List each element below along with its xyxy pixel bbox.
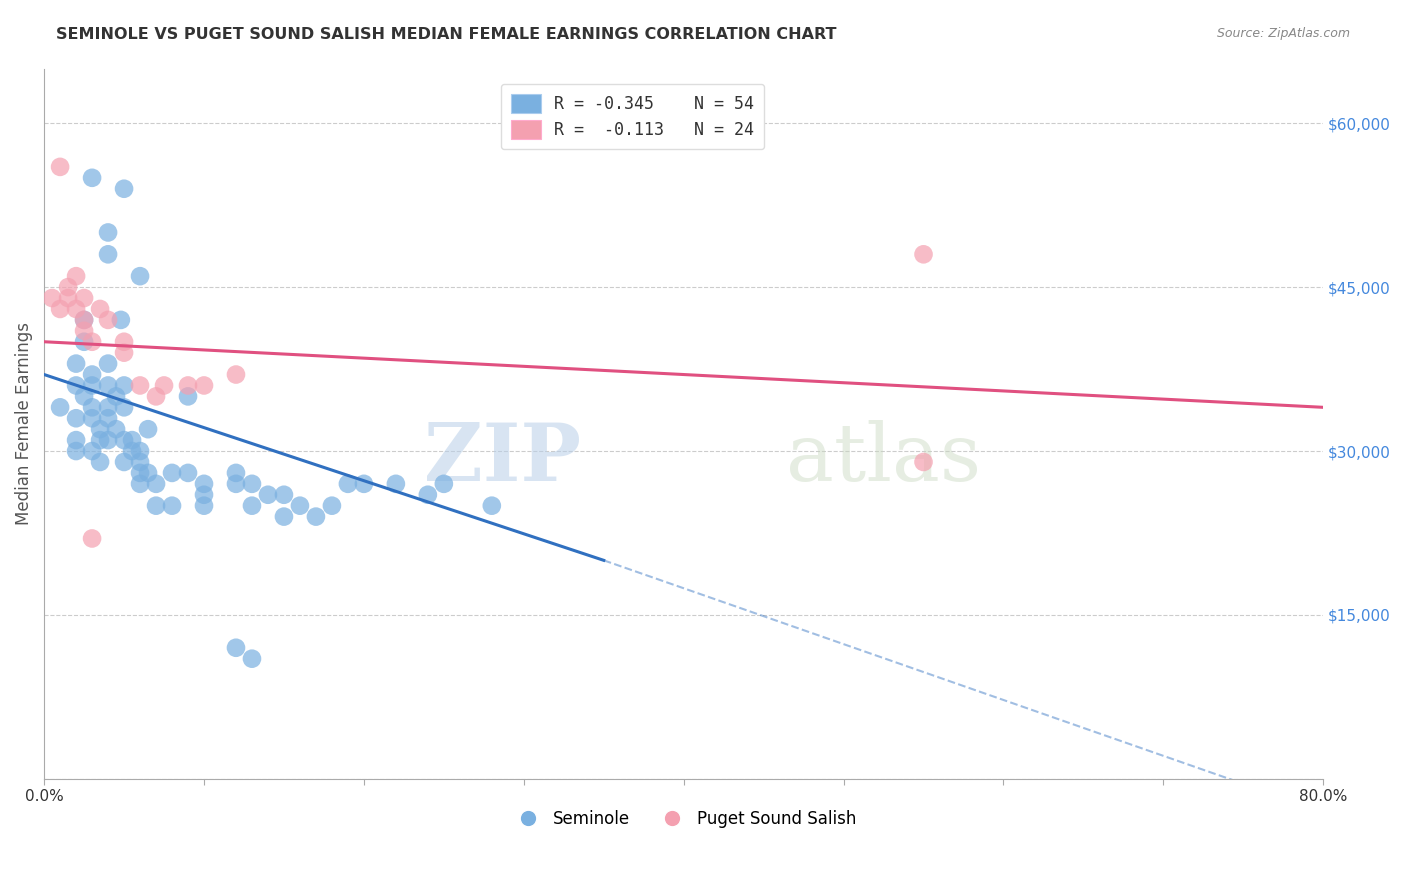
Legend: Seminole, Puget Sound Salish: Seminole, Puget Sound Salish <box>505 803 863 835</box>
Point <box>89 433 111 447</box>
Point <box>912 455 935 469</box>
Point <box>193 378 215 392</box>
Point <box>112 433 135 447</box>
Point <box>225 640 247 655</box>
Point <box>112 401 135 415</box>
Point <box>225 476 247 491</box>
Point <box>153 378 176 392</box>
Point <box>129 269 152 284</box>
Point <box>481 499 503 513</box>
Point <box>73 324 96 338</box>
Point <box>73 291 96 305</box>
Point <box>129 444 152 458</box>
Point <box>110 313 132 327</box>
Point <box>433 476 456 491</box>
Point <box>112 182 135 196</box>
Point <box>105 422 128 436</box>
Text: atlas: atlas <box>786 420 981 499</box>
Point <box>89 422 111 436</box>
Point <box>121 444 143 458</box>
Point <box>225 368 247 382</box>
Point <box>121 433 143 447</box>
Point <box>97 378 120 392</box>
Point <box>177 378 200 392</box>
Point <box>145 476 167 491</box>
Point <box>240 499 263 513</box>
Point <box>97 411 120 425</box>
Point <box>225 466 247 480</box>
Point <box>288 499 311 513</box>
Point <box>129 378 152 392</box>
Point <box>353 476 375 491</box>
Point <box>160 499 183 513</box>
Point <box>80 401 103 415</box>
Point <box>65 433 87 447</box>
Text: ZIP: ZIP <box>425 420 581 499</box>
Point <box>193 488 215 502</box>
Point <box>97 226 120 240</box>
Point <box>136 422 159 436</box>
Point <box>145 389 167 403</box>
Point <box>80 170 103 185</box>
Point <box>145 499 167 513</box>
Text: Source: ZipAtlas.com: Source: ZipAtlas.com <box>1216 27 1350 40</box>
Point <box>97 401 120 415</box>
Point <box>257 488 280 502</box>
Point <box>80 378 103 392</box>
Point <box>89 301 111 316</box>
Point <box>193 476 215 491</box>
Point <box>80 411 103 425</box>
Point <box>73 313 96 327</box>
Point <box>105 389 128 403</box>
Point <box>112 345 135 359</box>
Point <box>49 160 72 174</box>
Point <box>129 455 152 469</box>
Point <box>193 499 215 513</box>
Point <box>80 368 103 382</box>
Point <box>97 433 120 447</box>
Point <box>129 476 152 491</box>
Point <box>65 301 87 316</box>
Point <box>97 313 120 327</box>
Point <box>73 334 96 349</box>
Point <box>49 401 72 415</box>
Point <box>80 334 103 349</box>
Point <box>65 444 87 458</box>
Point <box>112 334 135 349</box>
Point <box>273 488 295 502</box>
Y-axis label: Median Female Earnings: Median Female Earnings <box>15 322 32 525</box>
Point <box>97 247 120 261</box>
Point <box>56 280 79 294</box>
Point <box>73 313 96 327</box>
Point <box>73 389 96 403</box>
Text: SEMINOLE VS PUGET SOUND SALISH MEDIAN FEMALE EARNINGS CORRELATION CHART: SEMINOLE VS PUGET SOUND SALISH MEDIAN FE… <box>56 27 837 42</box>
Point <box>177 466 200 480</box>
Point <box>41 291 63 305</box>
Point <box>65 357 87 371</box>
Point <box>65 269 87 284</box>
Point <box>336 476 359 491</box>
Point <box>305 509 328 524</box>
Point <box>56 291 79 305</box>
Point <box>89 455 111 469</box>
Point <box>97 357 120 371</box>
Point <box>136 466 159 480</box>
Point <box>321 499 343 513</box>
Point <box>112 455 135 469</box>
Point <box>385 476 408 491</box>
Point <box>112 378 135 392</box>
Point <box>912 247 935 261</box>
Point <box>65 411 87 425</box>
Point <box>80 532 103 546</box>
Point <box>240 476 263 491</box>
Point <box>65 378 87 392</box>
Point <box>129 466 152 480</box>
Point <box>80 444 103 458</box>
Point <box>416 488 439 502</box>
Point <box>240 651 263 665</box>
Point <box>49 301 72 316</box>
Point <box>273 509 295 524</box>
Point <box>177 389 200 403</box>
Point <box>160 466 183 480</box>
